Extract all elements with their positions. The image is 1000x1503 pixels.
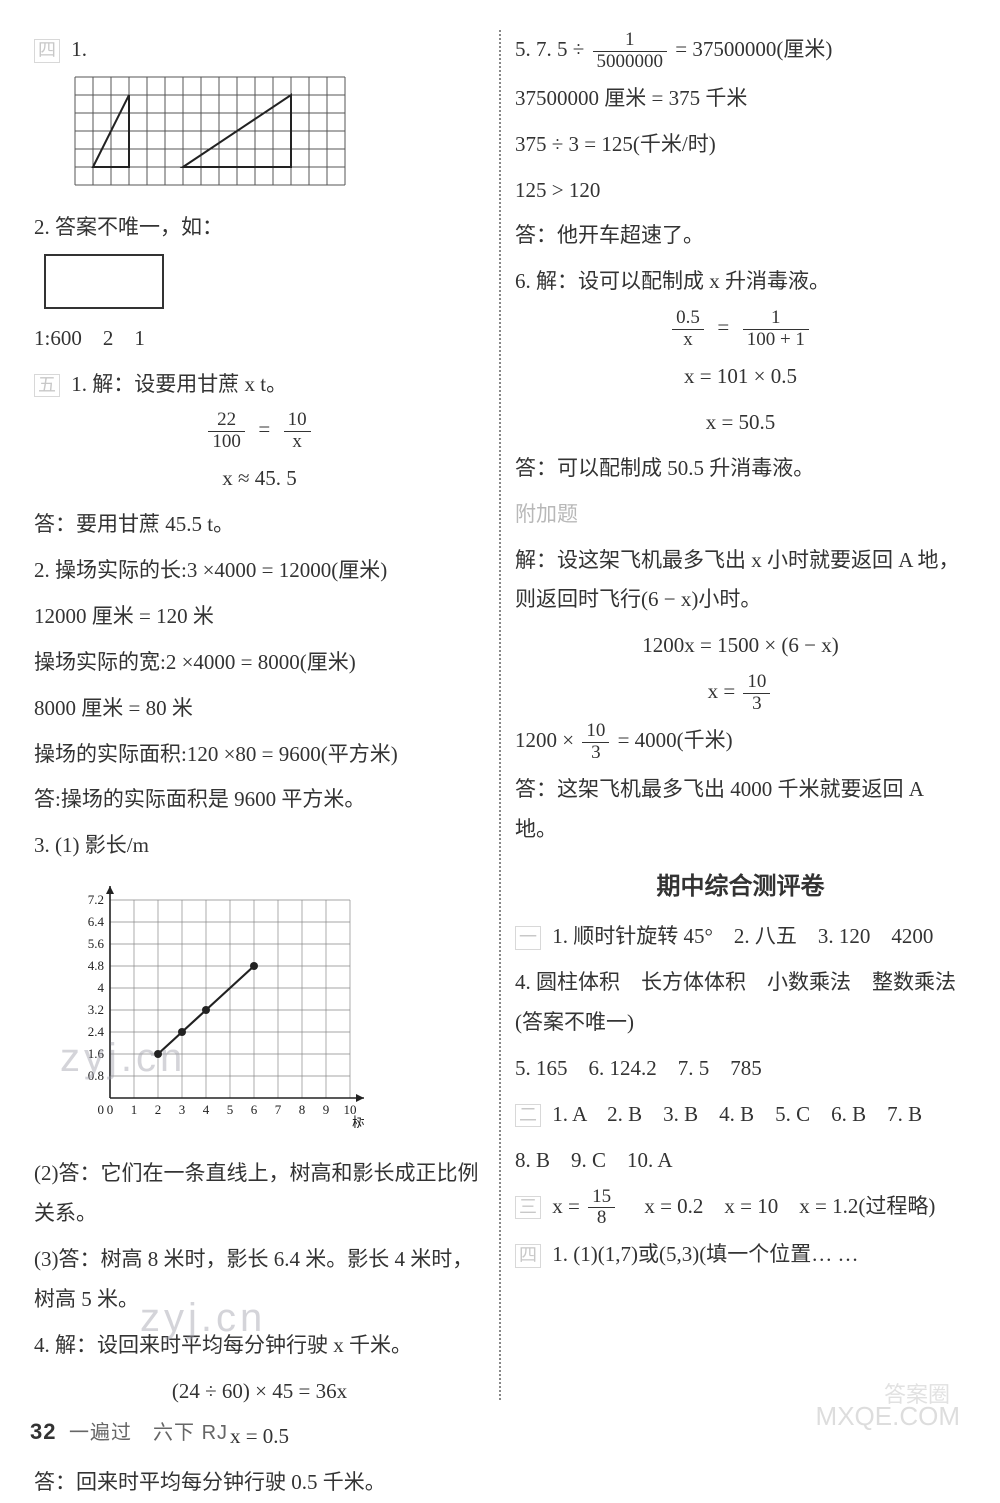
section-marker-4b: 四 bbox=[515, 1244, 541, 1268]
mid-2b: 8. B 9. C 10. A bbox=[515, 1141, 966, 1181]
svg-text:5: 5 bbox=[227, 1102, 234, 1117]
q5-3-3: (3)答：树高 8 米时，影长 6.4 米。影长 4 米时，树高 5 米。 bbox=[34, 1240, 485, 1320]
q5-1-x: x ≈ 45. 5 bbox=[34, 459, 485, 499]
svg-text:0.8: 0.8 bbox=[88, 1068, 104, 1083]
bonus-eq1: 1200x = 1500 × (6 − x) bbox=[515, 626, 966, 666]
sec5-q1: 五 1. 解：设要用甘蔗 x t。 bbox=[34, 365, 485, 405]
section-marker-3: 三 bbox=[515, 1196, 541, 1220]
page-container: 四 1. 2. 答案不唯一，如： 1:600 2 1 五 1. 解：设要用甘蔗 … bbox=[0, 0, 1000, 1410]
q5-2b: 12000 厘米 = 120 米 bbox=[34, 597, 485, 637]
q5-6-x1: x = 101 × 0.5 bbox=[515, 357, 966, 397]
svg-text:5.6: 5.6 bbox=[88, 936, 105, 951]
svg-text:树高/m: 树高/m bbox=[352, 1115, 364, 1128]
q2-ratio: 1:600 2 1 bbox=[34, 319, 485, 359]
grid-triangle-drawing bbox=[74, 76, 346, 186]
bonus-label: 附加题 bbox=[515, 495, 966, 535]
q5-1-set: 1. 解：设要用甘蔗 x t。 bbox=[71, 372, 287, 396]
svg-text:2.4: 2.4 bbox=[88, 1024, 105, 1039]
q5-5b: 37500000 厘米 = 375 千米 bbox=[515, 79, 966, 119]
q5-5d: 125 > 120 bbox=[515, 171, 966, 211]
right-column: 5. 7. 5 ÷ 15000000 = 37500000(厘米) 375000… bbox=[501, 30, 970, 1400]
svg-text:0: 0 bbox=[107, 1102, 114, 1117]
q5-3-2: (2)答：它们在一条直线上，树高和影长成正比例关系。 bbox=[34, 1154, 485, 1234]
svg-text:7.2: 7.2 bbox=[88, 892, 104, 907]
bonus-set: 解：设这架飞机最多飞出 x 小时就要返回 A 地，则返回时飞行(6 − x)小时… bbox=[515, 541, 966, 621]
svg-text:9: 9 bbox=[323, 1102, 330, 1117]
q5-2d: 8000 厘米 = 80 米 bbox=[34, 689, 485, 729]
q5-5a: 5. 7. 5 ÷ 15000000 = 37500000(厘米) bbox=[515, 30, 966, 73]
mid-sec2: 二 1. A 2. B 3. B 4. B 5. C 6. B 7. B bbox=[515, 1095, 966, 1135]
midterm-title: 期中综合测评卷 bbox=[515, 864, 966, 910]
q5-6-ans: 答：可以配制成 50.5 升消毒液。 bbox=[515, 449, 966, 489]
section-marker-2: 二 bbox=[515, 1104, 541, 1128]
svg-text:10: 10 bbox=[344, 1102, 357, 1117]
q5-1-ans: 答：要用甘蔗 45.5 t。 bbox=[34, 505, 485, 545]
svg-text:6.4: 6.4 bbox=[88, 914, 105, 929]
q5-4-ans: 答：回来时平均每分钟行驶 0.5 千米。 bbox=[34, 1463, 485, 1503]
q2-intro: 2. 答案不唯一，如： bbox=[34, 208, 485, 248]
svg-text:1.6: 1.6 bbox=[88, 1046, 105, 1061]
sec4-heading: 四 1. bbox=[34, 30, 485, 70]
svg-text:8: 8 bbox=[299, 1102, 306, 1117]
svg-text:6: 6 bbox=[251, 1102, 258, 1117]
svg-text:0: 0 bbox=[98, 1102, 105, 1117]
svg-text:4.8: 4.8 bbox=[88, 958, 104, 973]
mid-sec3: 三 x = 158 x = 0.2 x = 10 x = 1.2(过程略) bbox=[515, 1187, 966, 1230]
page-number: 32 bbox=[30, 1419, 56, 1444]
svg-text:2: 2 bbox=[155, 1102, 162, 1117]
mid-sec1: 一 1. 顺时针旋转 45° 2. 八五 3. 120 4200 bbox=[515, 917, 966, 957]
q5-2f: 答:操场的实际面积是 9600 平方米。 bbox=[34, 780, 485, 820]
q5-2e: 操场的实际面积:120 ×80 = 9600(平方米) bbox=[34, 735, 485, 775]
page-footer: 32 一遍过 六下 RJ bbox=[30, 1411, 228, 1453]
mid-1-4: 4. 圆柱体积 长方体体积 小数乘法 整数乘法(答案不唯一) bbox=[515, 963, 966, 1043]
q5-4-eq: (24 ÷ 60) × 45 = 36x bbox=[34, 1372, 485, 1412]
section-marker-5: 五 bbox=[34, 374, 60, 398]
svg-text:7: 7 bbox=[275, 1102, 282, 1117]
q5-5e: 答：他开车超速了。 bbox=[515, 216, 966, 256]
q5-4-set: 4. 解：设回来时平均每分钟行驶 x 千米。 bbox=[34, 1326, 485, 1366]
svg-text:4: 4 bbox=[98, 980, 105, 995]
footer-text: 一遍过 六下 RJ bbox=[69, 1422, 228, 1444]
bonus-x: x = 103 bbox=[515, 672, 966, 715]
bonus-eq2: 1200 × 103 = 4000(千米) bbox=[515, 721, 966, 764]
blank-rectangle bbox=[44, 254, 164, 309]
q5-6-set: 6. 解：设可以配制成 x 升消毒液。 bbox=[515, 262, 966, 302]
left-column: 四 1. 2. 答案不唯一，如： 1:600 2 1 五 1. 解：设要用甘蔗 … bbox=[30, 30, 499, 1400]
q5-5c: 375 ÷ 3 = 125(千米/时) bbox=[515, 125, 966, 165]
svg-text:4: 4 bbox=[203, 1102, 210, 1117]
q5-2c: 操场实际的宽:2 ×4000 = 8000(厘米) bbox=[34, 643, 485, 683]
svg-text:3.2: 3.2 bbox=[88, 1002, 104, 1017]
mid-sec4: 四 1. (1)(1,7)或(5,3)(填一个位置… … bbox=[515, 1235, 966, 1275]
line-chart: 0 1 2 3 4 5 6 7 8 9 10 0.8 1.6 2.4 3.2 4 4.8 5.6 6.4 7.2 0 树高… bbox=[64, 878, 364, 1128]
q5-6-eq: 0.5x = 1100 + 1 bbox=[515, 308, 966, 351]
q5-6-x2: x = 50.5 bbox=[515, 403, 966, 443]
q5-1-equation: 22100 = 10x bbox=[34, 410, 485, 453]
q5-3-label: 3. (1) 影长/m bbox=[34, 826, 485, 866]
q5-2a: 2. 操场实际的长:3 ×4000 = 12000(厘米) bbox=[34, 551, 485, 591]
svg-text:3: 3 bbox=[179, 1102, 186, 1117]
item-number: 1. bbox=[71, 37, 87, 61]
section-marker-1: 一 bbox=[515, 926, 541, 950]
section-marker-4: 四 bbox=[34, 39, 60, 63]
bonus-ans: 答：这架飞机最多飞出 4000 千米就要返回 A 地。 bbox=[515, 770, 966, 850]
svg-text:1: 1 bbox=[131, 1102, 138, 1117]
mid-1-5: 5. 165 6. 124.2 7. 5 785 bbox=[515, 1049, 966, 1089]
